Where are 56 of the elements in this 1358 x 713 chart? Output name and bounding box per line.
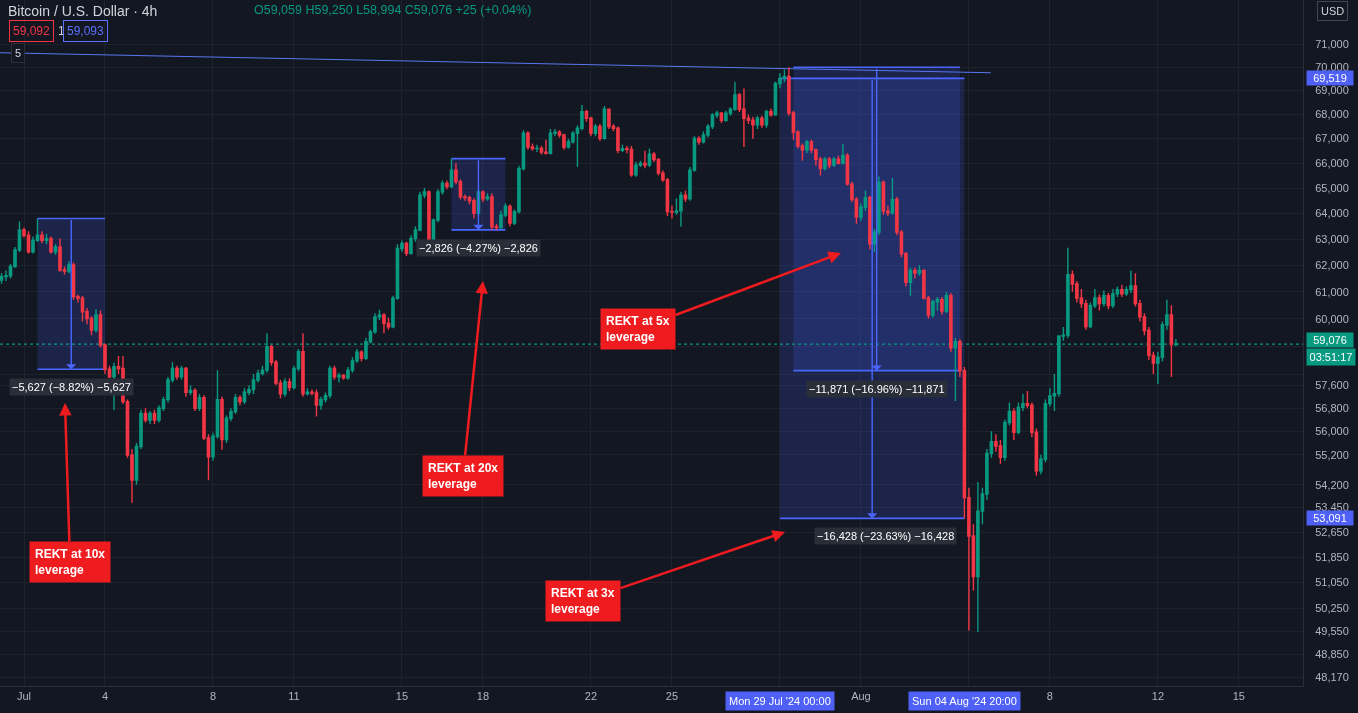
- y-tick-label: 56,000: [1315, 425, 1349, 438]
- annotation: REKT at 3x leverage: [551, 586, 615, 616]
- annotation: −11,871 (−16.96%) −11,871: [809, 383, 945, 395]
- text: 53,091: [1313, 512, 1347, 524]
- x-tick-label: 8: [209, 690, 217, 703]
- y-tick-label: 51,850: [1315, 550, 1349, 563]
- x-tick-label: 12: [1151, 690, 1165, 703]
- x-tick-label: 15: [1232, 690, 1246, 703]
- ref-line-label: 59,076: [1313, 334, 1347, 346]
- annotation: 5: [15, 47, 22, 59]
- chart-subtitle: O59,059 H59,250 L58,994 C59,076 +25 (+0.04%): [254, 3, 532, 17]
- text: Sun 04 Aug '24 20:00: [912, 695, 1017, 707]
- annotation: −2,826 (−4.27%) −2,826: [419, 242, 538, 254]
- annotation: REKT at 10x leverage: [35, 547, 106, 577]
- y-tick-label: 55,200: [1315, 448, 1349, 461]
- annotation: −16,428 (−23.63%) −16,428: [817, 530, 955, 542]
- y-tick-label: 67,000: [1315, 132, 1349, 145]
- annotation: REKT at 5x leverage: [606, 314, 670, 344]
- text: 03:51:17: [1309, 351, 1353, 363]
- annotation: 59,093: [67, 24, 105, 38]
- y-tick-label: 66,000: [1315, 157, 1349, 170]
- x-tick-label: 11: [288, 690, 300, 703]
- x-tick-label: 15: [395, 690, 409, 703]
- y-tick-label: 52,650: [1315, 525, 1349, 538]
- annotation: REKT at 20x leverage: [428, 461, 499, 491]
- chart-title: Bitcoin / U.S. Dollar · 4h: [8, 2, 158, 19]
- annotation: −5,627 (−8.82%) −5,627: [12, 381, 131, 393]
- text: USD: [1321, 5, 1345, 17]
- y-tick-label: 60,000: [1315, 312, 1349, 325]
- y-tick-label: 48,170: [1315, 671, 1349, 684]
- y-tick-label: 65,000: [1315, 181, 1349, 194]
- y-tick-label: 61,000: [1315, 285, 1349, 298]
- annotation: 59,092: [13, 24, 51, 38]
- x-tick-label: 18: [476, 690, 490, 703]
- y-tick-label: 62,000: [1315, 259, 1349, 272]
- y-tick-label: 56,800: [1315, 402, 1349, 415]
- y-tick-label: 68,000: [1315, 108, 1349, 121]
- y-tick-label: 63,000: [1315, 232, 1349, 245]
- y-tick-label: 49,550: [1315, 624, 1349, 637]
- text: Mon 29 Jul '24 00:00: [729, 695, 831, 707]
- y-tick-label: 70,000: [1315, 61, 1349, 73]
- y-tick-label: 64,000: [1315, 207, 1349, 220]
- y-tick-label: 71,000: [1315, 37, 1349, 50]
- y-tick-label: 48,850: [1315, 648, 1349, 661]
- x-tick-label: Jul: [16, 690, 32, 703]
- text: 69,519: [1313, 72, 1347, 84]
- y-tick-label: 51,050: [1315, 576, 1349, 589]
- y-tick-label: 50,250: [1315, 602, 1349, 615]
- x-tick-label: Aug: [851, 690, 871, 703]
- y-tick-label: 54,200: [1315, 478, 1349, 491]
- x-tick-label: 22: [584, 690, 598, 703]
- x-tick-label: 25: [665, 690, 679, 703]
- x-tick-label: 4: [101, 690, 109, 703]
- x-tick-label: 8: [1046, 690, 1053, 703]
- y-tick-label: 57,600: [1315, 379, 1349, 392]
- y-tick-label: 69,000: [1315, 84, 1349, 97]
